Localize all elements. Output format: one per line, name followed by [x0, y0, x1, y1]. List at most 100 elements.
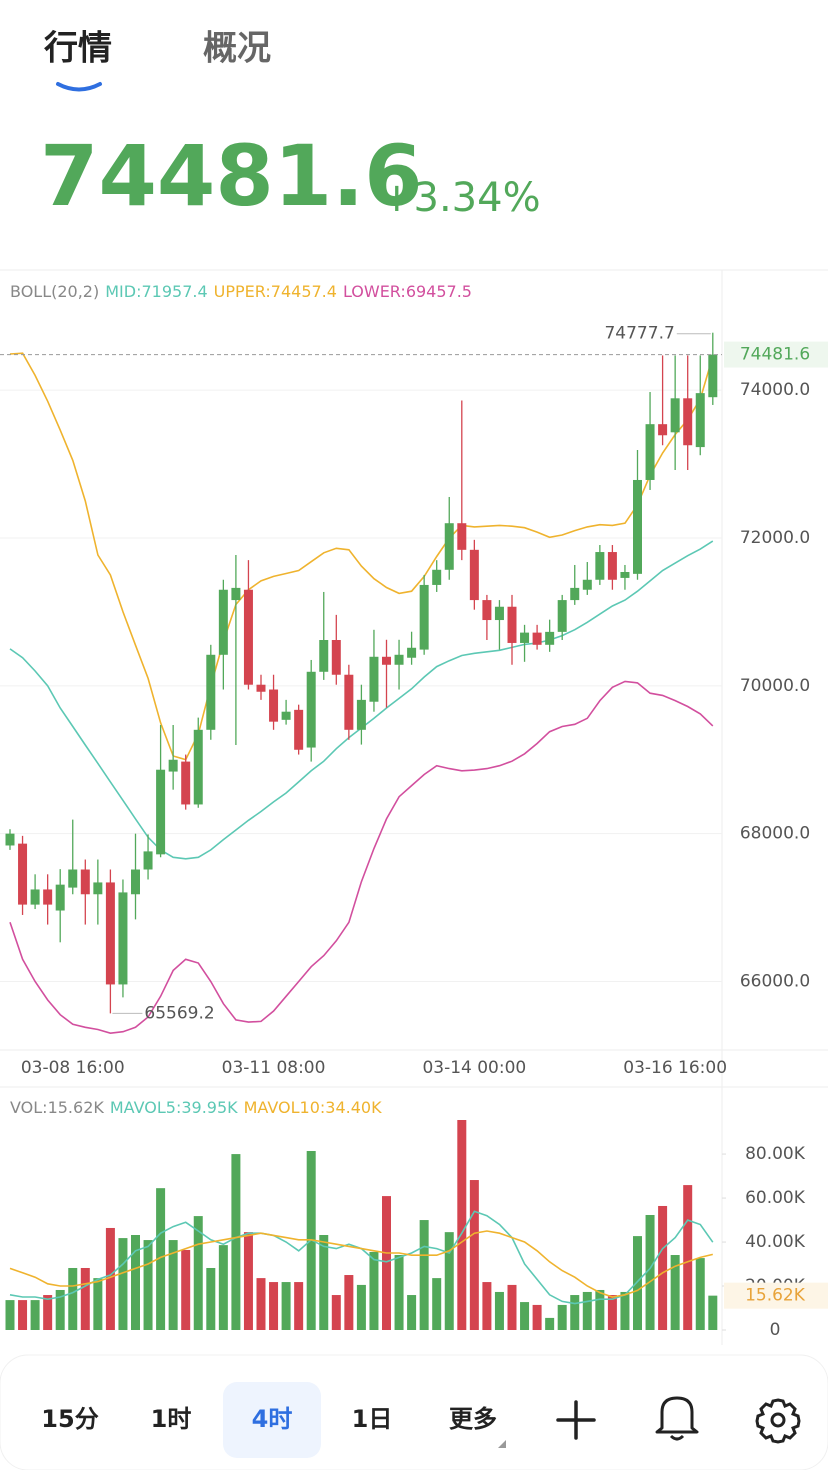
- last-price-badge: [724, 341, 828, 368]
- high-label: 74777.7: [604, 324, 674, 344]
- volume-bar: [708, 1295, 718, 1330]
- volume-bar: [633, 1236, 642, 1330]
- volume-badge: [724, 1282, 828, 1309]
- volume-bar: [494, 1291, 504, 1330]
- y-tick-label: 74000.0: [740, 380, 810, 400]
- x-tick-label: 03-11 08:00: [222, 1058, 326, 1078]
- volume-bar: [570, 1295, 580, 1330]
- candle-body: [18, 843, 28, 905]
- candle-body: [193, 729, 203, 805]
- interval[interactable]: 15分: [41, 1405, 98, 1433]
- candle-body: [695, 393, 705, 448]
- volume-bar: [256, 1278, 266, 1330]
- y-tick-label: 66000.0: [740, 971, 810, 991]
- candle-body: [607, 552, 617, 580]
- candle-body: [582, 579, 592, 590]
- volume-bar: [218, 1245, 228, 1330]
- x-tick-label: 03-16 16:00: [623, 1058, 727, 1078]
- candle-body: [683, 398, 693, 446]
- settings-icon[interactable]: [755, 1398, 801, 1444]
- candle-body: [507, 606, 517, 643]
- candle-body: [206, 654, 216, 730]
- volume-bar: [394, 1255, 404, 1330]
- candle-body: [156, 769, 166, 855]
- candle-body: [407, 647, 417, 658]
- volume-bar: [419, 1220, 429, 1330]
- candle-body: [168, 759, 178, 772]
- volume-bar: [432, 1278, 442, 1330]
- candle-body: [620, 572, 630, 578]
- legend-title: VOL:15.62K: [10, 1098, 104, 1117]
- candle-body: [105, 882, 115, 985]
- candle-body: [281, 711, 291, 720]
- candle-body: [218, 589, 228, 655]
- candle-body: [306, 671, 316, 748]
- interval[interactable]: 1时: [151, 1405, 192, 1433]
- interval[interactable]: 4时: [252, 1405, 293, 1433]
- tab[interactable]: 概况: [203, 29, 271, 69]
- add-icon[interactable]: [556, 1400, 596, 1440]
- candle-body: [143, 851, 153, 870]
- volume-bar: [331, 1295, 341, 1330]
- indicator-line: [9, 680, 714, 1035]
- volume-bar: [695, 1258, 705, 1330]
- legend: BOLL(20,2) MID:71957.4 UPPER:74457.4 LOWER:…: [10, 282, 472, 301]
- low-label: 65569.2: [144, 1003, 214, 1023]
- y-tick-label: 40.00K: [745, 1232, 806, 1252]
- candle-body: [708, 354, 718, 398]
- y-tick-label: 60.00K: [745, 1188, 806, 1208]
- volume-bar: [18, 1300, 28, 1330]
- candle-body: [419, 584, 429, 650]
- x-tick-label: 03-08 16:00: [21, 1058, 125, 1078]
- volume-bar: [294, 1282, 304, 1330]
- candle-body: [633, 479, 642, 574]
- candle-body: [30, 889, 40, 905]
- price: 74481.6: [40, 127, 423, 225]
- volume-bar: [520, 1302, 530, 1330]
- volume-bar: [557, 1304, 567, 1330]
- candle-body: [55, 884, 65, 911]
- volume-bar: [369, 1251, 379, 1330]
- legend-item: MAVOL5:39.95K: [110, 1098, 238, 1117]
- candle-body: [457, 523, 467, 550]
- volume-bar: [131, 1235, 140, 1330]
- candle-body: [595, 552, 605, 580]
- volume-bar: [545, 1317, 555, 1330]
- candle-body: [382, 656, 391, 665]
- candle-body: [432, 569, 442, 585]
- active-interval-bg: [223, 1382, 321, 1458]
- volume-bar: [457, 1120, 467, 1330]
- more[interactable]: 更多: [449, 1405, 497, 1433]
- candle-body: [68, 869, 78, 888]
- volume-bar: [43, 1295, 53, 1330]
- interval[interactable]: 1日: [352, 1405, 393, 1433]
- volume-bar: [231, 1154, 241, 1330]
- legend-item: MID:71957.4: [105, 282, 207, 301]
- candle-body: [670, 398, 680, 433]
- y-tick-label: 70000.0: [740, 676, 810, 696]
- volume-bar: [507, 1284, 517, 1330]
- volume-bar: [469, 1180, 479, 1330]
- candle-body: [356, 699, 366, 730]
- candle-body: [118, 892, 128, 985]
- candle-body: [181, 761, 191, 805]
- volume-bar: [319, 1235, 329, 1330]
- volume-bar: [607, 1295, 617, 1330]
- volume-bar: [482, 1282, 492, 1330]
- legend-item: UPPER:74457.4: [214, 282, 337, 301]
- tab-active[interactable]: 行情: [44, 29, 112, 69]
- volume-bar: [80, 1267, 90, 1330]
- candle-body: [331, 640, 341, 675]
- candle-body: [394, 654, 404, 665]
- volume-bar: [645, 1214, 655, 1330]
- volume-bar: [281, 1282, 291, 1330]
- candle-body: [482, 600, 492, 621]
- indicator-line: [9, 1230, 713, 1298]
- candle-body: [570, 587, 580, 601]
- y-tick-label: 80.00K: [745, 1144, 806, 1164]
- candle-body: [231, 587, 241, 601]
- chart-layer: 66000.0 68000.0 70000.0 72000.0 74000.0 03-08…: [0, 282, 828, 1340]
- candle-body: [131, 869, 140, 895]
- bell-icon[interactable]: [655, 1396, 699, 1441]
